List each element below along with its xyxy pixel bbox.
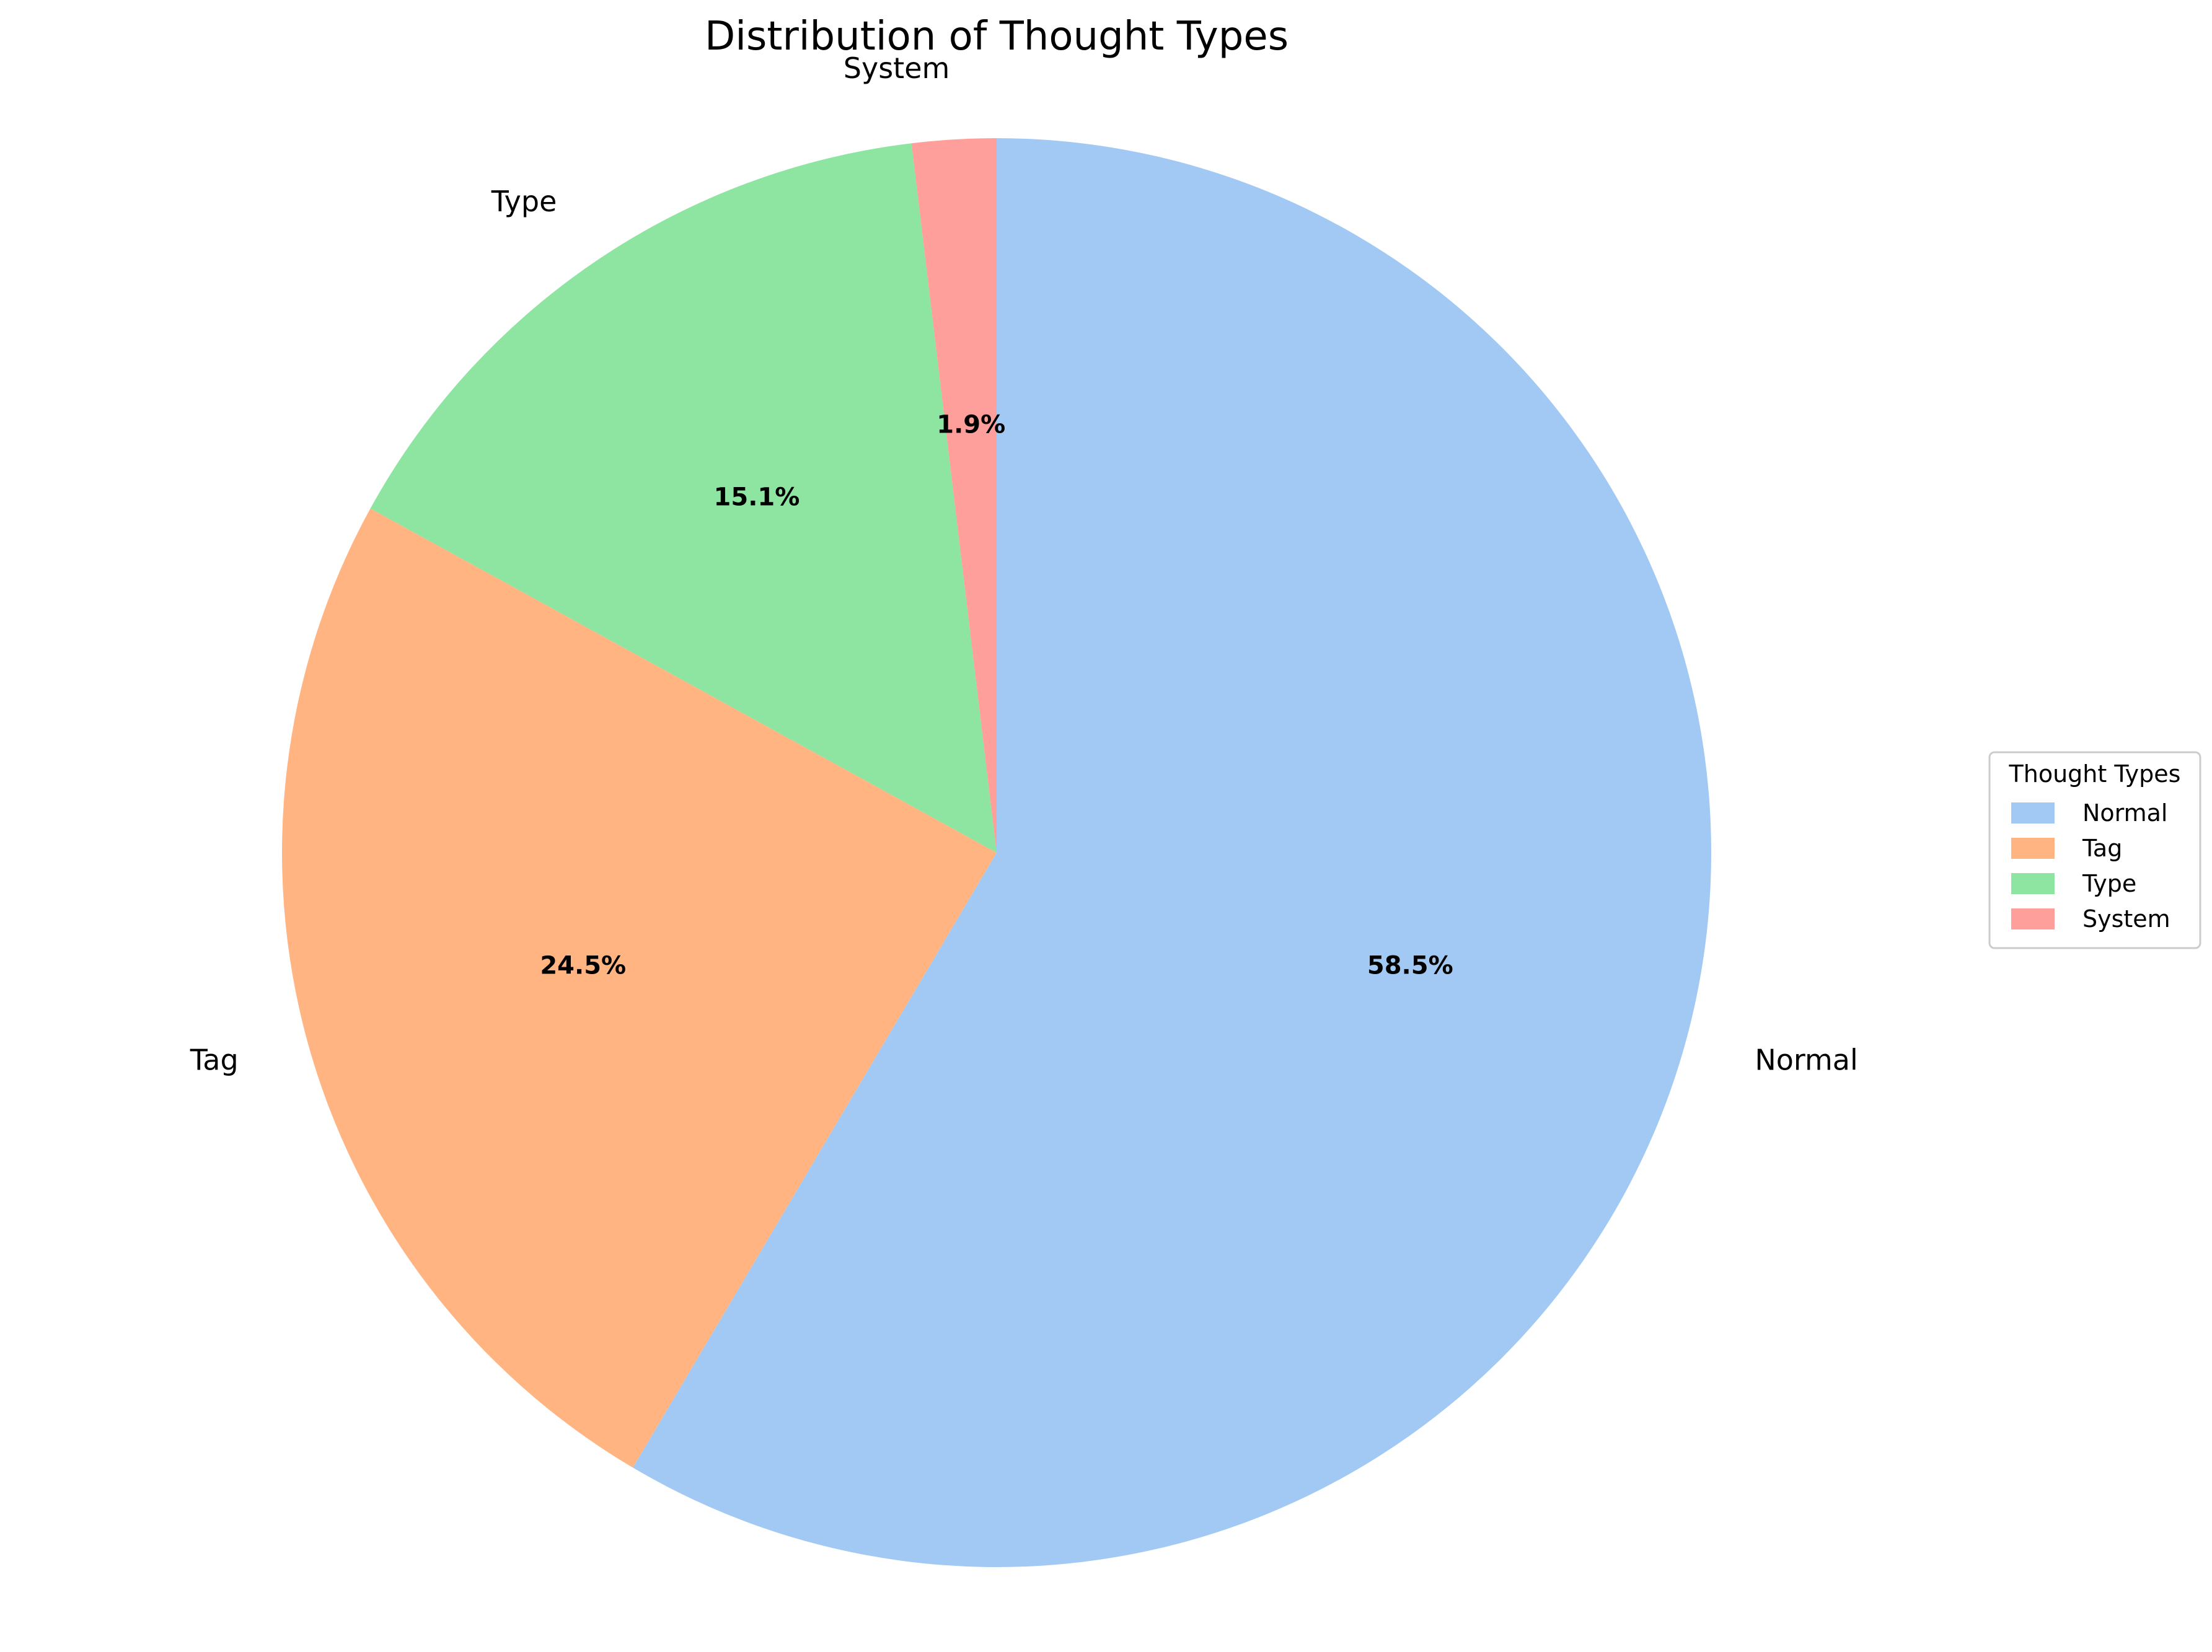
legend-swatch-type bbox=[2011, 873, 2055, 894]
pie-percent-labels: 58.5% 24.5% 15.1% 1.9% bbox=[540, 410, 1453, 980]
pie-slice-tag bbox=[282, 508, 997, 1468]
legend-label-type: Type bbox=[2082, 870, 2136, 897]
pie-slice-label-tag: Tag bbox=[190, 1043, 239, 1077]
pie-slice-normal bbox=[633, 138, 1711, 1567]
pie-percent-label-type: 15.1% bbox=[714, 483, 800, 512]
pie-slice-type bbox=[370, 143, 997, 853]
pie-percent-label-normal: 58.5% bbox=[1367, 952, 1453, 980]
pie-slice-system bbox=[911, 138, 997, 853]
pie-slice-label-normal: Normal bbox=[1755, 1043, 1857, 1077]
pie-slice-labels: Normal Tag Type System bbox=[190, 51, 1858, 1077]
legend-label-system: System bbox=[2082, 905, 2170, 933]
legend-title: Thought Types bbox=[2009, 760, 2181, 788]
pie-percent-label-tag: 24.5% bbox=[540, 952, 626, 980]
pie-slice-label-system: System bbox=[844, 51, 950, 85]
legend-swatch-normal bbox=[2011, 802, 2055, 824]
legend-frame bbox=[1988, 751, 2201, 949]
pie-percent-label-system: 1.9% bbox=[936, 410, 1005, 439]
pie-slice-label-type: Type bbox=[491, 185, 557, 218]
pie-slices bbox=[282, 138, 1711, 1567]
legend-label-tag: Tag bbox=[2082, 835, 2122, 862]
legend-swatch-tag bbox=[2011, 838, 2055, 859]
legend-entries: Normal Tag Type System bbox=[2011, 799, 2170, 933]
chart-title: Distribution of Thought Types bbox=[705, 14, 1289, 59]
legend-label-normal: Normal bbox=[2082, 799, 2168, 827]
legend-swatch-system bbox=[2011, 908, 2055, 929]
legend: Thought Types Normal Tag Type System bbox=[1988, 751, 2201, 949]
